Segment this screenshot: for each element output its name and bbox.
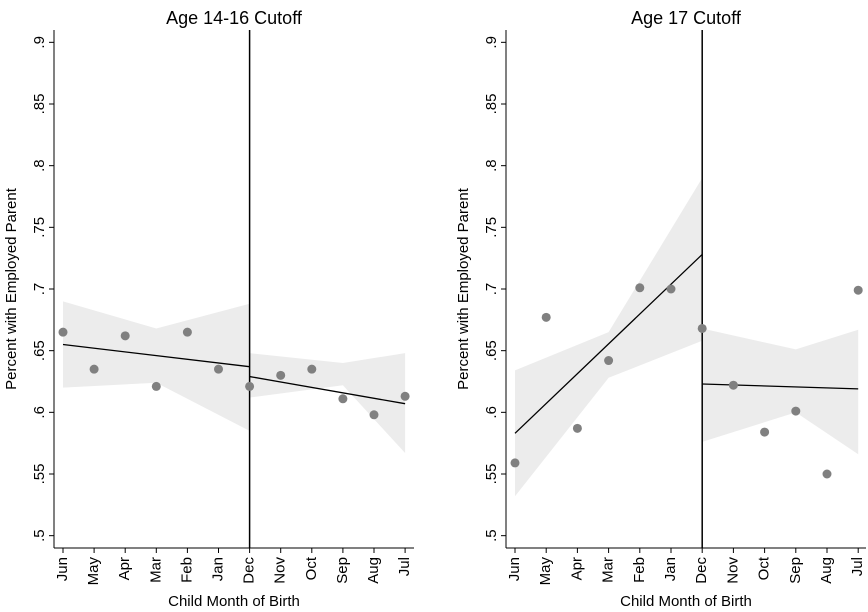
confidence-band <box>249 353 406 454</box>
point <box>510 458 520 468</box>
point <box>120 331 130 341</box>
x-axis-label: Child Month of Birth <box>168 593 300 610</box>
point <box>151 381 161 391</box>
point <box>541 312 551 322</box>
y-tick-label: .85 <box>31 94 48 115</box>
point <box>369 410 379 420</box>
x-tick-label: Oct <box>756 556 773 580</box>
point <box>58 327 68 337</box>
x-tick-label: Feb <box>178 557 195 583</box>
x-tick-label: Aug <box>365 557 382 584</box>
point <box>822 469 832 479</box>
y-tick-label: .9 <box>31 36 48 49</box>
point <box>214 364 223 374</box>
point <box>245 381 255 391</box>
confidence-band <box>515 178 703 497</box>
y-tick-label: .55 <box>31 464 48 485</box>
fit-line <box>514 253 703 434</box>
x-tick-label: Jul <box>396 557 413 576</box>
confidence-band <box>702 328 859 455</box>
point <box>400 391 410 401</box>
x-tick-label: Sep <box>787 557 804 584</box>
y-tick-label: .8 <box>31 159 48 172</box>
point <box>572 423 582 433</box>
y-tick-label: .7 <box>483 283 500 296</box>
y-tick-label: .75 <box>483 217 500 238</box>
y-tick-label: .65 <box>483 340 500 361</box>
y-tick-label: .65 <box>31 340 48 361</box>
fit-line <box>62 343 250 368</box>
x-tick-label: Jul <box>849 557 866 576</box>
point <box>853 285 863 295</box>
point <box>666 284 676 294</box>
y-tick-label: .5 <box>483 529 500 542</box>
x-tick-label: Dec <box>693 557 710 584</box>
y-tick-label: .8 <box>483 159 500 172</box>
y-axis-label: Percent with Employed Parent <box>455 187 472 390</box>
point <box>635 283 645 293</box>
y-tick-label: .6 <box>31 406 48 419</box>
point <box>697 323 707 333</box>
y-tick-label: .75 <box>31 217 48 238</box>
x-tick-label: Jun <box>54 557 71 581</box>
point <box>604 356 614 366</box>
x-tick-label: Nov <box>272 557 289 584</box>
x-tick-label: Mar <box>147 557 164 583</box>
x-tick-label: Nov <box>724 557 741 584</box>
confidence-band <box>63 301 250 431</box>
x-axis-label: Child Month of Birth <box>620 593 752 610</box>
y-tick-label: .5 <box>31 529 48 542</box>
point <box>728 380 738 390</box>
point <box>791 406 801 416</box>
point <box>182 327 192 337</box>
fit-line <box>249 375 406 405</box>
x-tick-label: May <box>537 557 554 586</box>
x-tick-label: Jan <box>662 557 679 581</box>
x-tick-label: Feb <box>631 557 648 583</box>
x-tick-label: Mar <box>600 557 617 583</box>
x-tick-label: May <box>85 557 102 586</box>
y-tick-label: .7 <box>31 283 48 296</box>
point <box>89 364 99 374</box>
point <box>307 364 317 374</box>
point <box>760 427 770 437</box>
x-tick-label: Apr <box>116 557 133 580</box>
x-tick-label: Oct <box>303 556 320 580</box>
x-tick-label: Jun <box>506 557 523 581</box>
y-tick-label: .6 <box>483 406 500 419</box>
point <box>338 394 348 404</box>
fit-line <box>702 383 859 390</box>
y-tick-label: .9 <box>483 36 500 49</box>
x-tick-label: Jan <box>209 557 226 581</box>
x-tick-label: Sep <box>334 557 351 584</box>
y-axis-label: Percent with Employed Parent <box>3 187 20 390</box>
chart-title: Age 17 Cutoff <box>631 8 742 28</box>
y-tick-label: .85 <box>483 94 500 115</box>
y-tick-label: .55 <box>483 464 500 485</box>
x-tick-label: Apr <box>568 557 585 580</box>
point <box>276 370 286 380</box>
chart-title: Age 14-16 Cutoff <box>166 8 303 28</box>
x-tick-label: Aug <box>818 557 835 584</box>
x-tick-label: Dec <box>241 557 258 584</box>
